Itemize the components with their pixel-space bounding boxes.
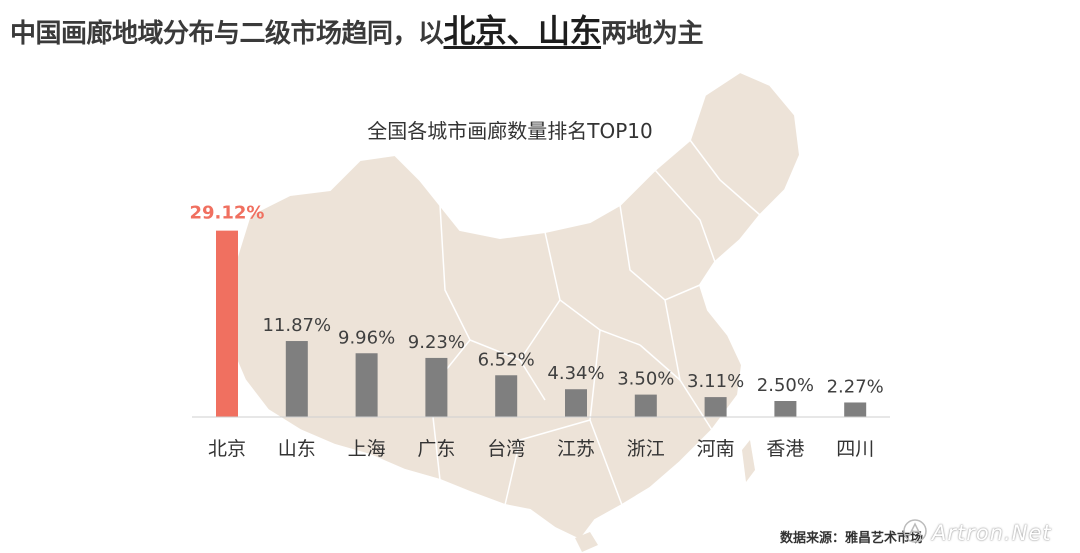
hainan-island <box>575 532 598 552</box>
value-label-6: 3.50% <box>617 369 674 390</box>
bars-layer: 29.12% 北京 11.87% 山东 9.96% 上海 9.23% 广东 6.52% 台湾 4.3… <box>190 203 884 460</box>
data-source-note: 数据来源：雅昌艺术市场 <box>780 531 924 546</box>
taiwan-island <box>742 440 755 482</box>
category-label-0: 北京 <box>208 438 246 460</box>
bar-6 <box>634 394 657 417</box>
headline-highlight: 北京、山东 <box>443 12 602 50</box>
bar-2 <box>355 353 378 417</box>
value-label-0: 29.12% <box>190 203 265 224</box>
category-label-3: 广东 <box>417 438 455 460</box>
headline-suffix: 两地为主 <box>601 19 704 49</box>
bar-5 <box>565 389 587 417</box>
category-label-7: 河南 <box>697 438 735 460</box>
category-label-2: 上海 <box>348 438 386 460</box>
value-label-4: 6.52% <box>478 349 535 370</box>
value-label-3: 9.23% <box>408 332 465 353</box>
headline-prefix: 中国画廊地域分布与二级市场趋同，以 <box>10 19 444 49</box>
value-label-7: 3.11% <box>687 371 744 392</box>
category-label-1: 山东 <box>278 438 316 460</box>
bar-7 <box>704 397 727 417</box>
category-label-4: 台湾 <box>487 438 525 460</box>
artron-logo-icon <box>903 519 927 543</box>
bar-1 <box>285 341 308 417</box>
watermark: Artron.Net <box>932 521 1052 545</box>
bar-0 <box>216 230 238 417</box>
bar-8 <box>774 401 797 417</box>
chart-title: 全国各城市画廊数量排名TOP10 <box>367 119 652 143</box>
category-label-6: 浙江 <box>627 438 665 460</box>
category-label-9: 四川 <box>836 438 874 460</box>
bar-4 <box>495 375 518 417</box>
category-label-5: 江苏 <box>557 438 595 460</box>
value-label-2: 9.96% <box>338 327 395 348</box>
bar-3 <box>425 357 448 417</box>
category-label-8: 香港 <box>766 438 804 460</box>
value-label-1: 11.87% <box>262 315 331 336</box>
value-label-9: 2.27% <box>827 376 884 397</box>
china-map-shape <box>226 70 802 542</box>
headline: 中国画廊地域分布与二级市场趋同，以北京、山东两地为主 <box>10 6 704 52</box>
value-label-8: 2.50% <box>757 375 814 396</box>
bar-9 <box>844 402 867 417</box>
value-label-5: 4.34% <box>547 363 604 384</box>
